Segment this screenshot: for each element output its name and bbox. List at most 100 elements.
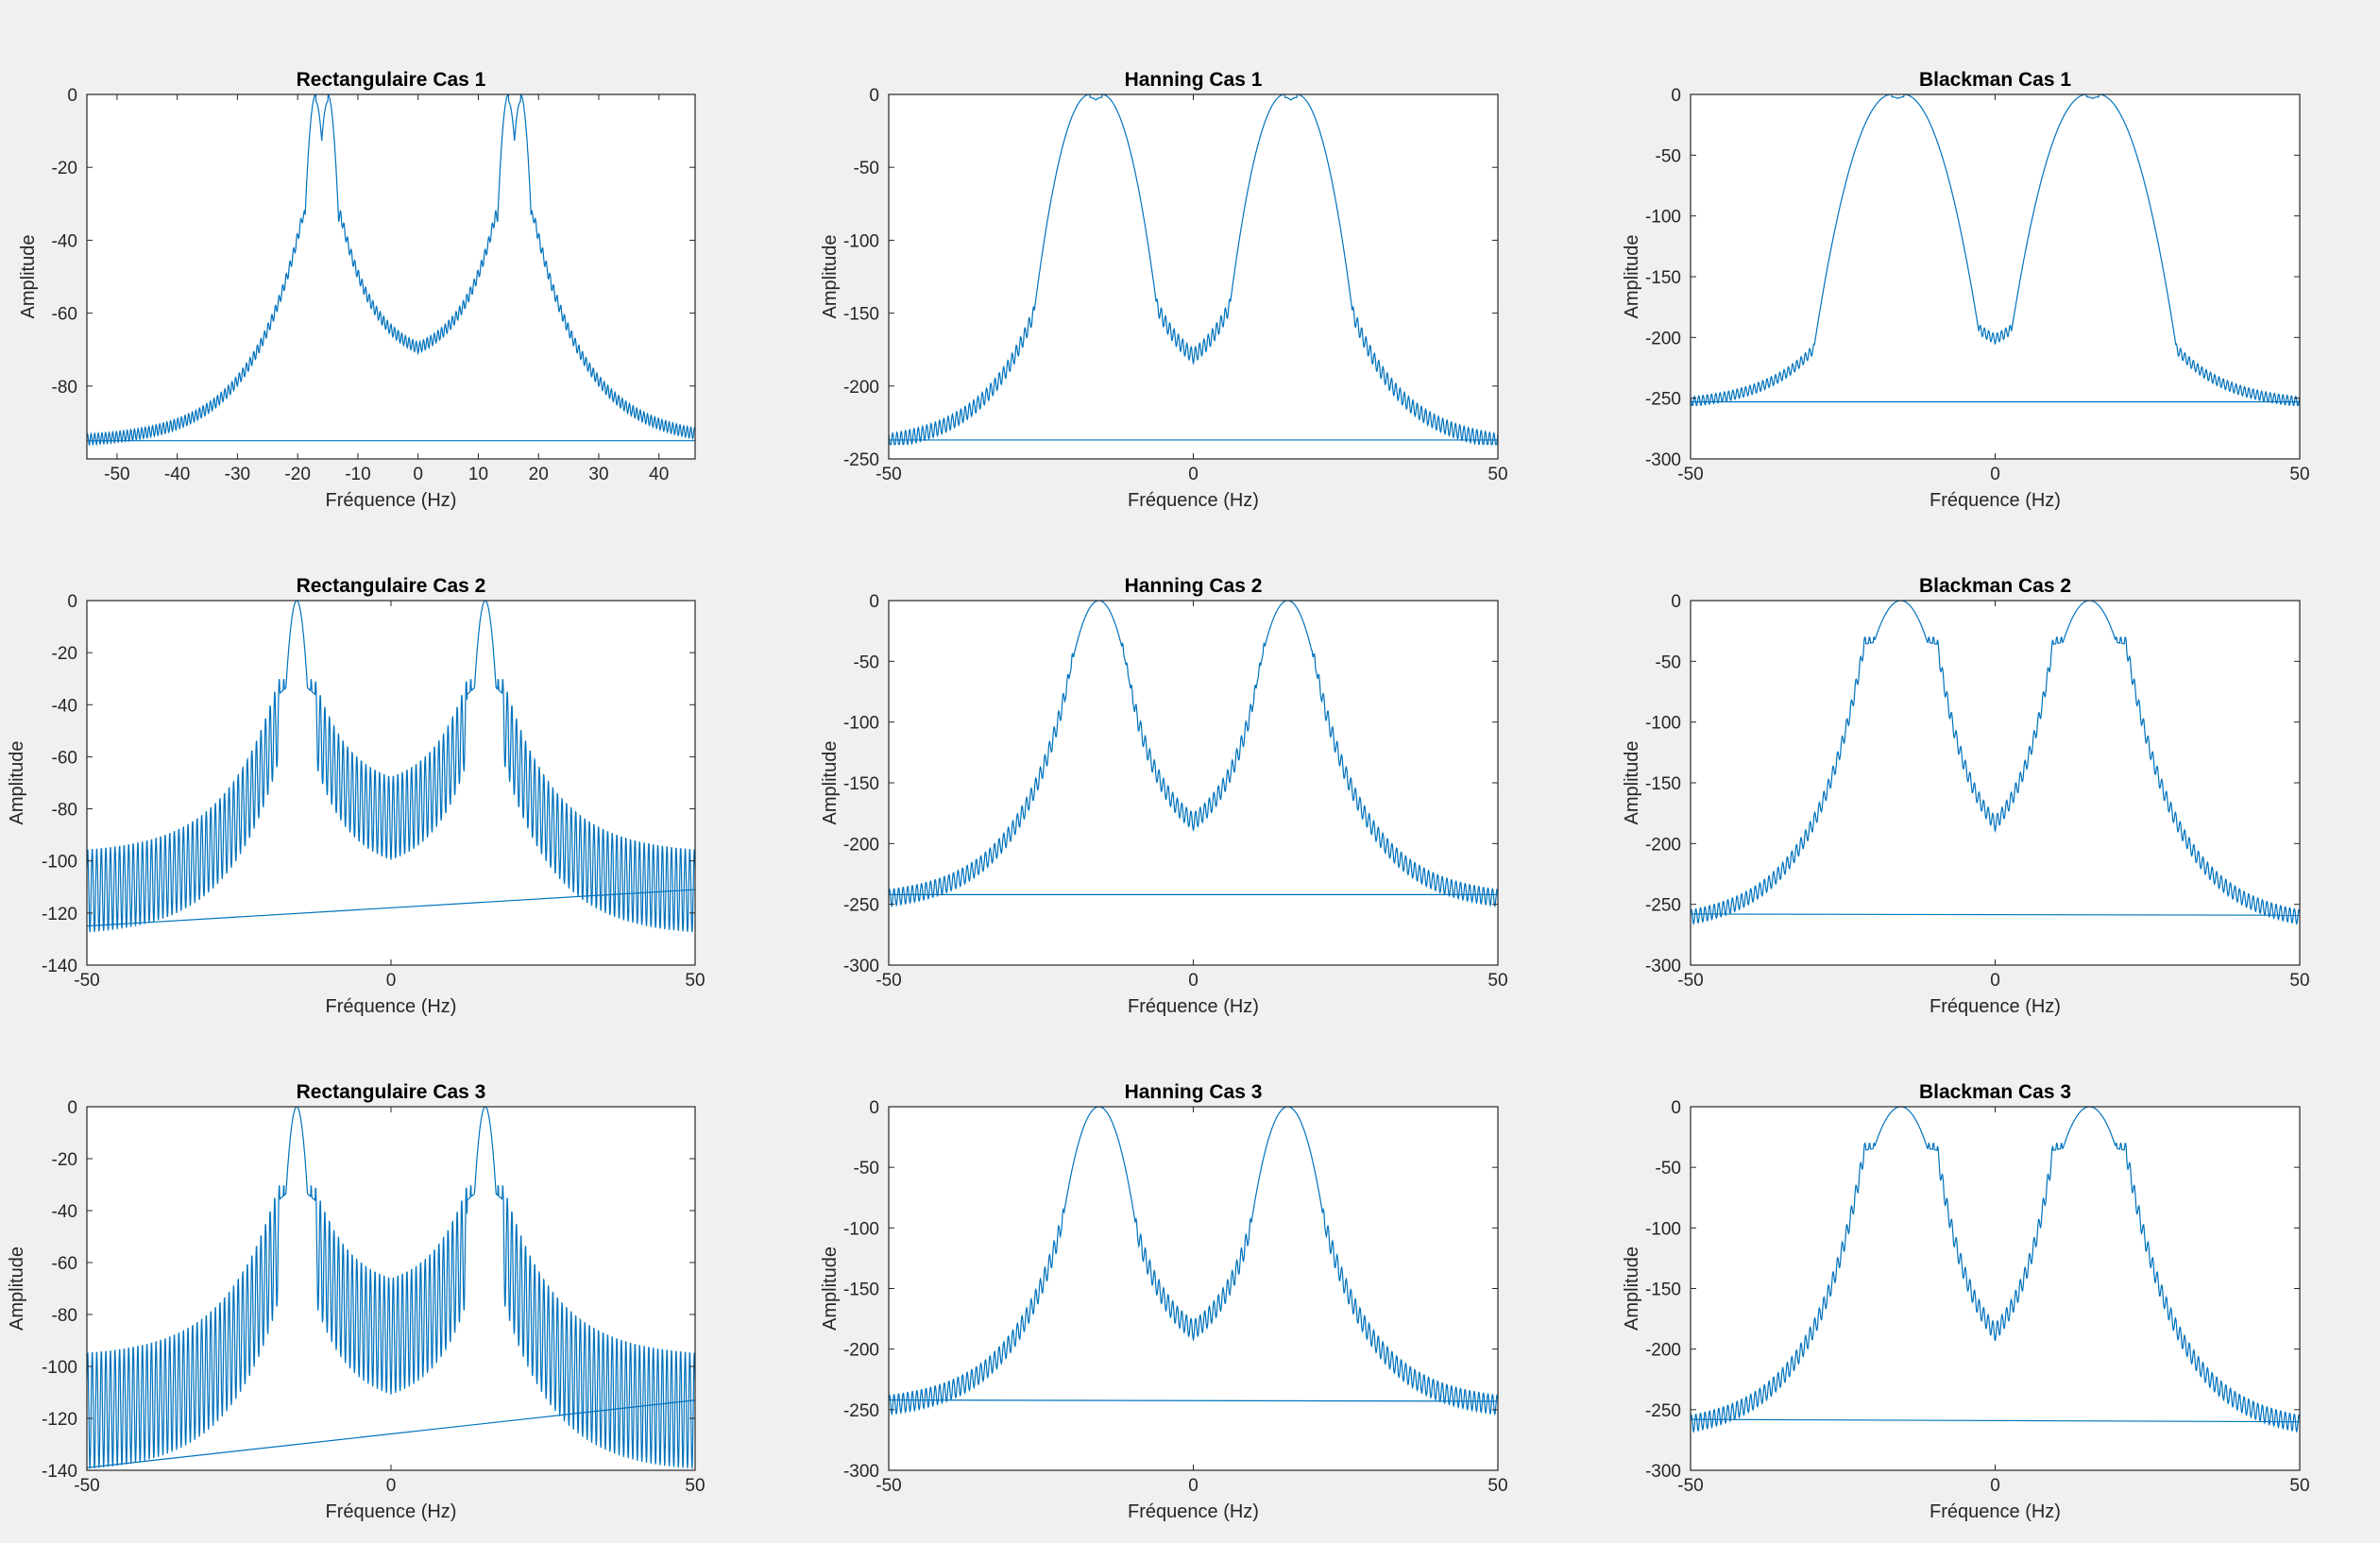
wrap-line <box>87 889 695 927</box>
subplot-title: Blackman Cas 1 <box>1919 69 2071 91</box>
x-tick-label: -50 <box>104 465 129 484</box>
y-tick-label: -250 <box>1645 1401 1681 1421</box>
y-tick-label: -20 <box>52 644 77 664</box>
y-tick-label: -200 <box>843 835 879 855</box>
y-tick-label: -20 <box>52 1150 77 1170</box>
subplot-3: -50 0 50 0 -50 -100 -150 -200 -250 -300 Blackman C… <box>1622 69 2310 511</box>
y-tick-label: -120 <box>42 1410 77 1430</box>
y-tick-label: -60 <box>52 1254 77 1274</box>
x-tick-label: 40 <box>649 465 669 484</box>
y-tick-label: -50 <box>1656 146 1681 166</box>
y-axis-label: Amplitude <box>18 235 39 319</box>
wrap-line <box>1691 1418 2300 1423</box>
subplot-title: Blackman Cas 3 <box>1919 1081 2071 1103</box>
x-tick-label: -50 <box>1677 971 1703 991</box>
subplot-title: Rectangulaire Cas 1 <box>297 69 486 91</box>
x-tick-label: 0 <box>1990 1476 2000 1496</box>
axes-background <box>889 1107 1498 1470</box>
spectrum-line <box>87 601 695 933</box>
y-tick-label: 0 <box>869 86 879 106</box>
y-tick-label: 0 <box>1671 86 1681 106</box>
x-axis-label: Fréquence (Hz) <box>1128 1501 1259 1522</box>
axes-background <box>889 94 1498 459</box>
axes-background <box>87 1107 695 1470</box>
y-axis-label: Amplitude <box>1622 235 1642 319</box>
y-tick-label: -300 <box>843 957 879 976</box>
y-tick-label: -100 <box>1645 208 1681 228</box>
x-tick-label: 50 <box>685 971 705 991</box>
y-tick-label: -150 <box>1645 1280 1681 1300</box>
spectrum-line <box>889 1107 1498 1416</box>
y-tick-label: -250 <box>843 896 879 916</box>
y-tick-label: -50 <box>1656 1159 1681 1178</box>
x-tick-label: 50 <box>1488 465 1507 484</box>
axes-background <box>87 601 695 965</box>
y-tick-label: -150 <box>843 305 879 325</box>
x-tick-label: -10 <box>345 465 370 484</box>
wrap-line <box>1691 913 2300 916</box>
x-axis-label: Fréquence (Hz) <box>1128 996 1259 1017</box>
y-tick-label: -80 <box>52 801 77 821</box>
y-tick-label: -150 <box>1645 774 1681 794</box>
y-tick-label: -150 <box>843 774 879 794</box>
x-tick-label: 0 <box>1990 465 2000 484</box>
subplot-1: -50 -40 -30 -20 -10 0 10 20 30 40 0 -20 -40 -60 -80 Rec… <box>18 69 696 511</box>
y-tick-label: -250 <box>1645 896 1681 916</box>
spectrum-line <box>1691 601 2300 925</box>
x-axis-label: Fréquence (Hz) <box>1930 490 2061 511</box>
spectrum-line <box>889 601 1498 908</box>
y-axis-label: Amplitude <box>7 1246 27 1331</box>
spectrum-line <box>87 1107 695 1469</box>
y-tick-label: -300 <box>1645 450 1681 470</box>
y-tick-label: 0 <box>1671 1098 1681 1118</box>
y-tick-label: -40 <box>52 696 77 716</box>
y-tick-label: -80 <box>52 1306 77 1326</box>
x-axis-label: Fréquence (Hz) <box>326 1501 457 1522</box>
subplot-7: -50 0 50 0 -20 -40 -60 -80 -100 -120 -140 Rectangul… <box>7 1081 706 1522</box>
axes-background <box>889 601 1498 965</box>
x-tick-label: -50 <box>876 465 901 484</box>
y-tick-label: -100 <box>843 1219 879 1239</box>
x-tick-label: -50 <box>74 1476 99 1496</box>
x-tick-label: 0 <box>1188 465 1198 484</box>
y-tick-label: -20 <box>52 159 77 178</box>
x-tick-label: 0 <box>1188 1476 1198 1496</box>
x-tick-label: -50 <box>74 971 99 991</box>
x-tick-label: 50 <box>1488 1476 1507 1496</box>
y-tick-label: -300 <box>843 1462 879 1482</box>
x-tick-label: 50 <box>2289 971 2309 991</box>
x-axis-label: Fréquence (Hz) <box>1128 490 1259 511</box>
x-tick-label: -20 <box>284 465 310 484</box>
y-tick-label: -300 <box>1645 1462 1681 1482</box>
x-tick-label: 0 <box>1990 971 2000 991</box>
y-tick-label: -250 <box>843 1401 879 1421</box>
x-tick-label: 0 <box>386 1476 397 1496</box>
y-tick-label: -100 <box>42 853 77 873</box>
y-tick-label: -80 <box>52 378 77 398</box>
y-tick-label: -40 <box>52 1202 77 1222</box>
y-tick-label: -120 <box>42 905 77 924</box>
y-tick-label: 0 <box>67 592 77 612</box>
axes-frame <box>86 93 696 460</box>
x-tick-label: 0 <box>1188 971 1198 991</box>
y-axis-label: Amplitude <box>1622 741 1642 825</box>
subplot-4: -50 0 50 0 -20 -40 -60 -80 -100 -120 -140 Rectangul… <box>7 575 706 1017</box>
y-axis-label: Amplitude <box>820 741 841 825</box>
y-axis-label: Amplitude <box>1622 1246 1642 1331</box>
y-axis-label: Amplitude <box>820 1246 841 1331</box>
x-axis-label: Fréquence (Hz) <box>1930 1501 2061 1522</box>
x-tick-label: 20 <box>529 465 549 484</box>
y-tick-label: -100 <box>843 714 879 734</box>
y-tick-label: -50 <box>854 159 879 178</box>
x-tick-label: 30 <box>588 465 608 484</box>
y-tick-label: -150 <box>1645 268 1681 288</box>
subplot-title: Rectangulaire Cas 3 <box>297 1081 486 1103</box>
subplot-title: Hanning Cas 1 <box>1125 69 1263 91</box>
spectrum-line <box>1691 1107 2300 1433</box>
subplot-title: Rectangulaire Cas 2 <box>297 575 486 597</box>
x-tick-label: 0 <box>413 465 423 484</box>
x-tick-label: -50 <box>876 1476 901 1496</box>
y-tick-label: -140 <box>42 1462 77 1482</box>
x-tick-label: 50 <box>1488 971 1507 991</box>
x-tick-label: -40 <box>164 465 190 484</box>
